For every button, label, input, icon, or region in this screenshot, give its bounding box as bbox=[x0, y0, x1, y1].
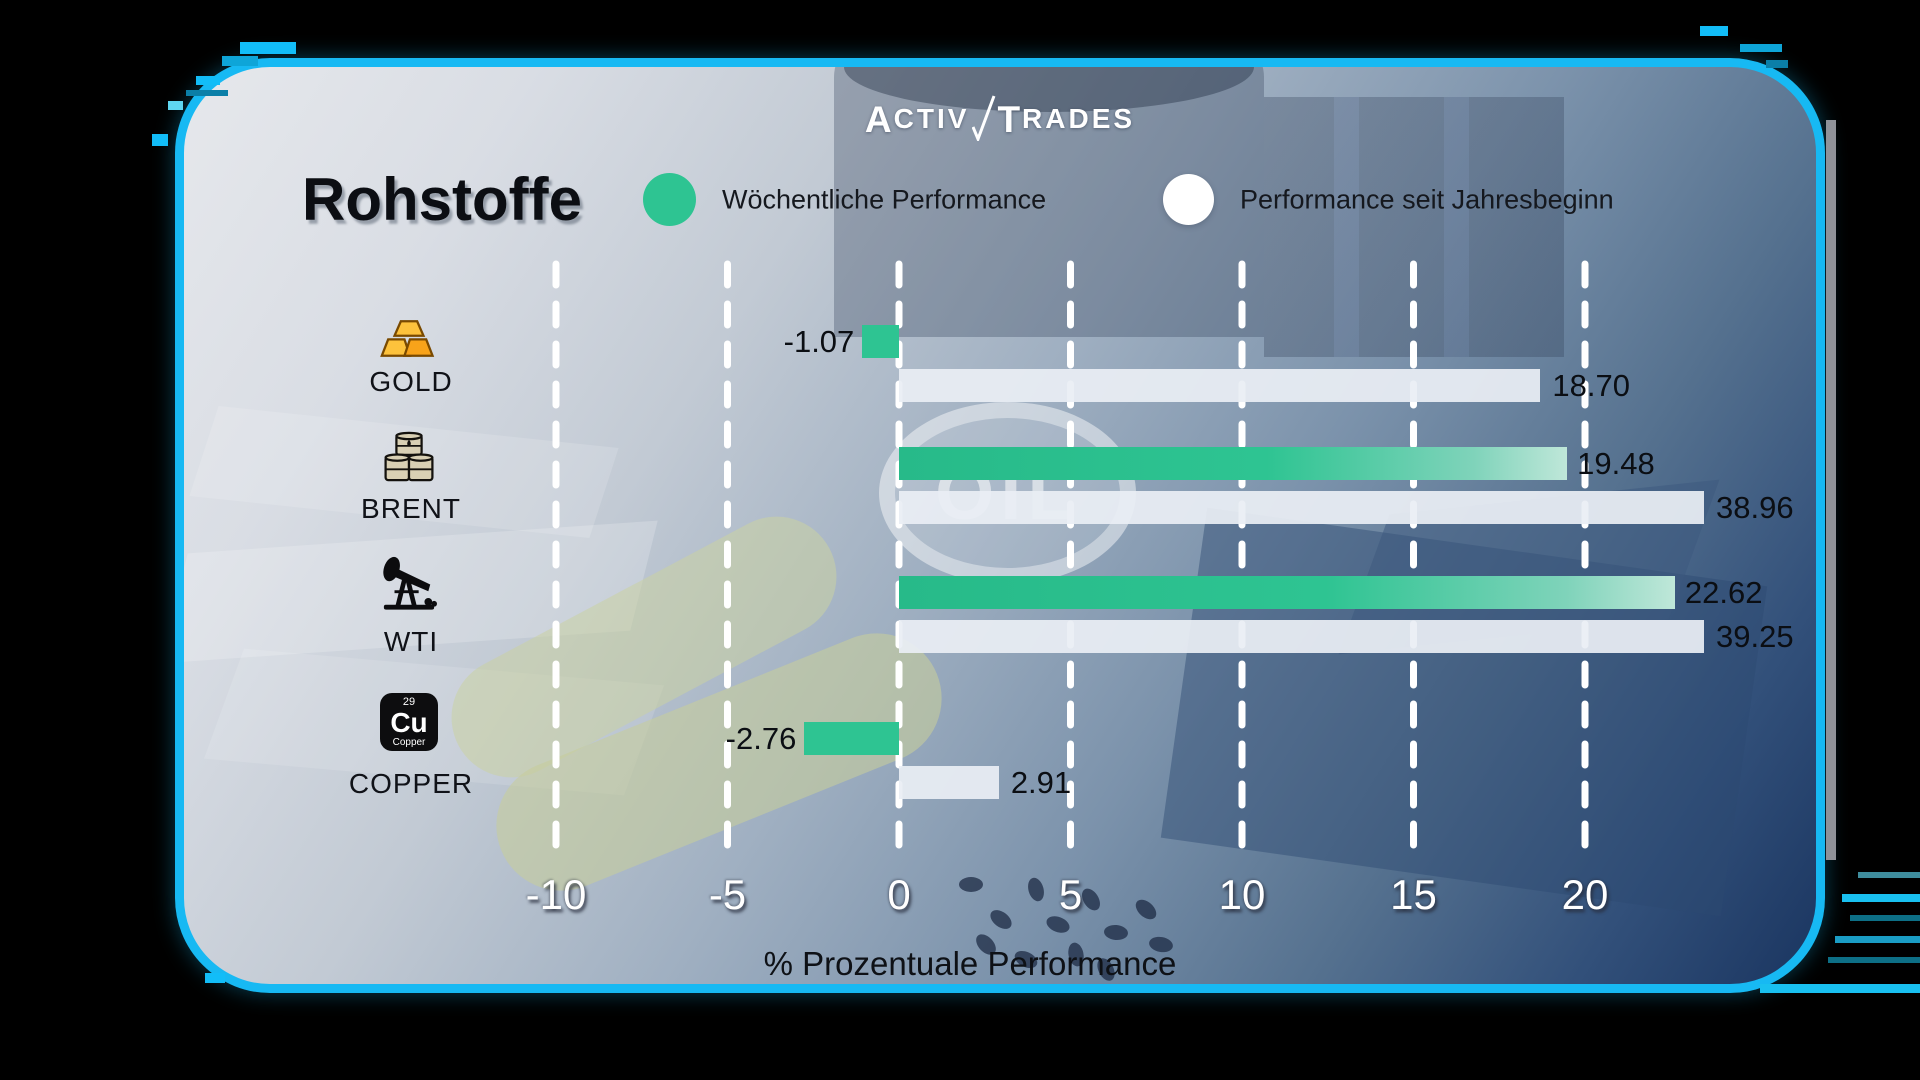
coffee-bean-shape bbox=[959, 877, 983, 892]
glitch-pixel bbox=[1828, 957, 1920, 963]
copper-element-icon: 29 Cu Copper bbox=[380, 693, 438, 751]
x-axis-tick-label: -10 bbox=[525, 871, 587, 918]
x-axis-tick-label: -5 bbox=[708, 871, 747, 918]
weekly-bar bbox=[899, 447, 1568, 480]
pump-jack-icon bbox=[378, 556, 440, 617]
activtrades-logo: A CTIV T RADES bbox=[184, 95, 1816, 143]
category-label: BRENT bbox=[361, 493, 461, 524]
pump-jack-icon bbox=[383, 556, 437, 610]
oil-barrels-icon bbox=[382, 431, 436, 491]
category-label: COPPER bbox=[348, 768, 474, 799]
category-label: GOLD bbox=[369, 366, 453, 397]
x-axis-tick-label: 15 bbox=[1390, 871, 1437, 918]
glitch-pixel bbox=[168, 101, 183, 110]
ytd-bar bbox=[899, 620, 1704, 653]
copper-element-icon: 29 Cu Copper bbox=[380, 693, 438, 751]
glitch-pixel bbox=[1842, 894, 1920, 902]
page-title: Rohstoffe bbox=[302, 166, 582, 233]
glitch-pixel bbox=[240, 42, 296, 54]
logo-text-activ: CTIV bbox=[893, 103, 970, 134]
category-label: WTI bbox=[383, 626, 439, 657]
gridlines bbox=[552, 260, 1589, 858]
ytd-bar bbox=[899, 491, 1704, 524]
ytd-bar bbox=[899, 369, 1541, 402]
oil-barrels-icon bbox=[384, 431, 434, 482]
weekly-legend-dot bbox=[643, 173, 696, 226]
x-axis-tick-label: 20 bbox=[1561, 871, 1609, 918]
ytd-value: 38.96 bbox=[1716, 490, 1794, 525]
ytd-legend-dot bbox=[1163, 174, 1214, 225]
glitch-pixel bbox=[205, 973, 225, 983]
weekly-legend-label: Wöchentliche Performance bbox=[722, 184, 1047, 215]
glitch-pixel bbox=[1858, 872, 1920, 878]
weekly-value: 22.62 bbox=[1684, 575, 1763, 610]
glitch-pixel bbox=[1760, 984, 1920, 993]
ytd-legend-label: Performance seit Jahresbeginn bbox=[1240, 184, 1614, 215]
logo-check-icon bbox=[972, 95, 996, 141]
logo-text-rades: RADES bbox=[1022, 103, 1136, 134]
glitch-pixel bbox=[152, 134, 168, 146]
weekly-value: 19.48 bbox=[1577, 446, 1655, 481]
gold-bars-icon bbox=[380, 318, 438, 365]
glitch-pixel bbox=[1740, 44, 1782, 52]
glitch-pixel bbox=[222, 56, 258, 66]
weekly-bar bbox=[899, 576, 1675, 609]
ytd-value: 18.70 bbox=[1552, 368, 1630, 403]
glitch-pixel bbox=[1826, 120, 1836, 860]
glitch-pixel bbox=[1766, 60, 1788, 68]
glitch-pixel bbox=[186, 90, 228, 96]
glitch-pixel bbox=[1700, 26, 1728, 36]
weekly-value: -2.76 bbox=[725, 721, 797, 756]
gold-bars-icon bbox=[380, 320, 435, 357]
glitch-pixel bbox=[1835, 936, 1920, 943]
x-axis-tick-label: 10 bbox=[1218, 871, 1266, 918]
x-axis-tick-label: 5 bbox=[1058, 871, 1083, 918]
ytd-bar bbox=[899, 766, 999, 799]
weekly-bar bbox=[862, 325, 899, 358]
ytd-value: 39.25 bbox=[1716, 619, 1794, 654]
weekly-value: -1.07 bbox=[783, 324, 855, 359]
glitch-pixel bbox=[1850, 915, 1920, 921]
ytd-value: 2.91 bbox=[1010, 765, 1072, 800]
x-axis-title: % Prozentuale Performance bbox=[763, 945, 1177, 982]
x-axis-tick-label: 0 bbox=[887, 871, 911, 918]
weekly-bar bbox=[804, 722, 899, 755]
glitch-pixel bbox=[196, 76, 220, 85]
